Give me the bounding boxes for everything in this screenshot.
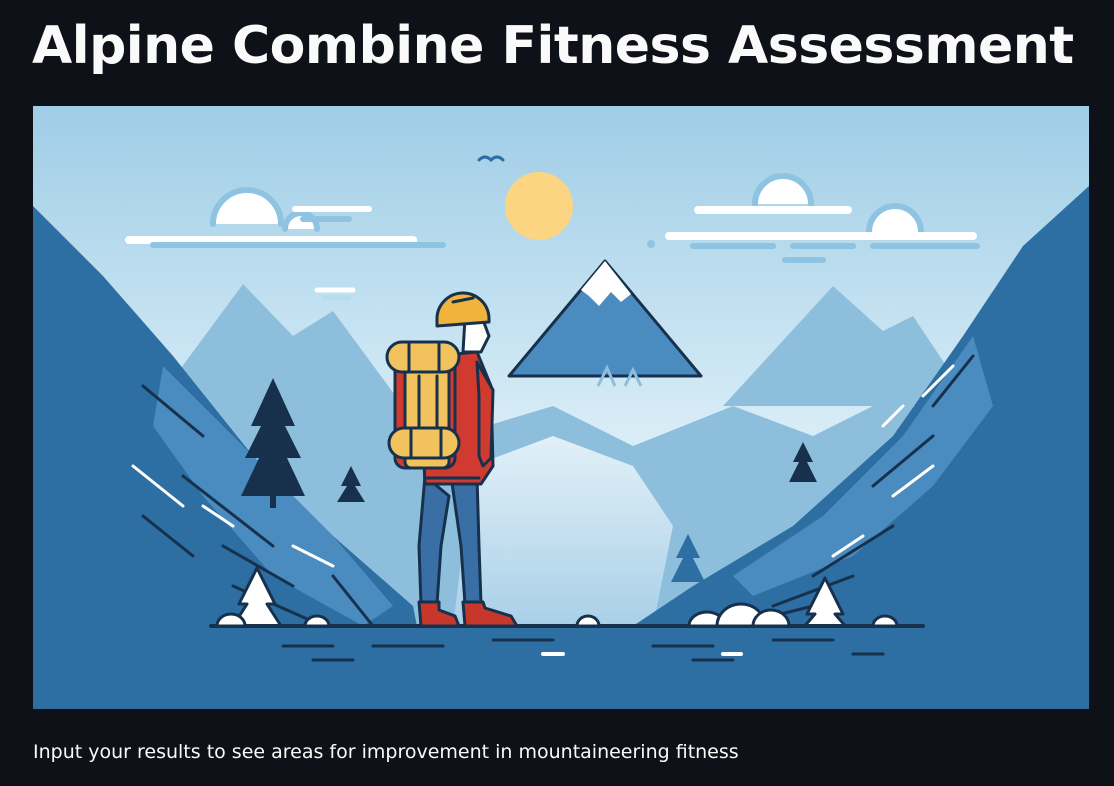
hero-image: [33, 106, 1089, 709]
cloud-left: [125, 187, 446, 248]
rocks: [215, 602, 899, 628]
backpack-bottom-roll: [387, 426, 461, 460]
hiker-boot-right: [461, 600, 519, 628]
backpack-top-roll: [385, 340, 461, 374]
mountain-wall-right: [593, 186, 1089, 709]
cloud-small: [314, 287, 356, 301]
pine-tree-valley: [671, 534, 705, 582]
slope-highlights-right: [831, 364, 955, 558]
hiker-boot-left: [417, 600, 461, 628]
pine-tree-large: [241, 378, 305, 508]
page-title: Alpine Combine Fitness Assessment: [32, 16, 1074, 76]
bird-icon: [477, 155, 505, 163]
valley-glow: [453, 436, 673, 626]
peak-detail: [596, 364, 643, 387]
mountain-slope-right: [733, 336, 993, 596]
helmet-icon: [435, 291, 491, 328]
cloud-right: [647, 173, 980, 263]
mountain-far-right: [723, 286, 973, 406]
ground-dashes: [281, 638, 885, 662]
slope-highlights-left: [131, 464, 335, 568]
pine-tree-small-left: [337, 466, 365, 502]
peak-snow: [581, 261, 631, 306]
pine-tree-small-right: [789, 442, 817, 482]
ground: [33, 626, 1089, 709]
central-peak: [507, 259, 703, 378]
hiker-arm: [475, 360, 495, 468]
hiker-figure: [385, 291, 519, 628]
mountaineer-illustration: [33, 106, 1089, 709]
sun-icon: [505, 172, 573, 240]
intro-text: Input your results to see areas for impr…: [33, 741, 739, 763]
